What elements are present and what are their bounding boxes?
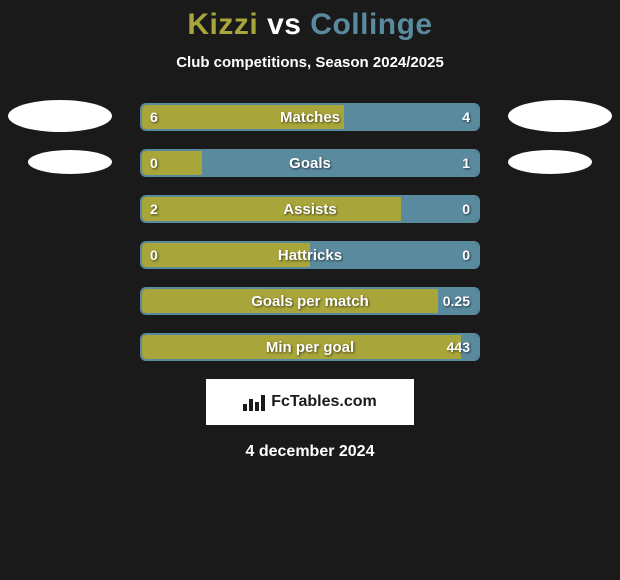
stat-value-player1: 6 bbox=[142, 105, 166, 129]
stat-value-player2: 1 bbox=[454, 151, 478, 175]
stat-row: Matches6 4 bbox=[0, 103, 620, 131]
stat-row: Hattricks0 0 bbox=[0, 241, 620, 269]
stat-value-player2: 0 bbox=[454, 197, 478, 221]
bar-track: Hattricks0 0 bbox=[140, 241, 480, 269]
stat-label: Goals per match bbox=[142, 289, 478, 313]
stat-value-player1: 0 bbox=[142, 243, 166, 267]
bars-icon bbox=[243, 393, 265, 411]
player2-avatar bbox=[508, 100, 612, 132]
stat-value-player2: 0 bbox=[454, 243, 478, 267]
bar-track: Goals0 1 bbox=[140, 149, 480, 177]
bar-track: Matches6 4 bbox=[140, 103, 480, 131]
date: 4 december 2024 bbox=[0, 443, 620, 461]
stat-value-player1: 2 bbox=[142, 197, 166, 221]
stat-value-player2: 0.25 bbox=[435, 289, 478, 313]
bar-track: Goals per match0.25 bbox=[140, 287, 480, 315]
brand-text: FcTables.com bbox=[271, 393, 377, 411]
comparison-card: Kizzi vs Collinge Club competitions, Sea… bbox=[0, 0, 620, 580]
vs-text: vs bbox=[267, 8, 301, 41]
subtitle: Club competitions, Season 2024/2025 bbox=[0, 54, 620, 71]
stat-label: Goals bbox=[142, 151, 478, 175]
stat-row: Assists2 0 bbox=[0, 195, 620, 223]
player2-avatar bbox=[508, 150, 592, 174]
stat-value-player2: 443 bbox=[439, 335, 478, 359]
page-title: Kizzi vs Collinge bbox=[0, 8, 620, 42]
stats-rows: Matches64Goals01Assists20Hattricks00Goal… bbox=[0, 103, 620, 361]
stat-value-player2: 4 bbox=[454, 105, 478, 129]
brand-badge[interactable]: FcTables.com bbox=[206, 379, 414, 425]
player1-avatar bbox=[28, 150, 112, 174]
player2-name: Collinge bbox=[310, 8, 432, 41]
player1-avatar bbox=[8, 100, 112, 132]
stat-value-player1: 0 bbox=[142, 151, 166, 175]
stat-label: Matches bbox=[142, 105, 478, 129]
stat-row: Goals per match0.25 bbox=[0, 287, 620, 315]
stat-label: Assists bbox=[142, 197, 478, 221]
player1-name: Kizzi bbox=[187, 8, 258, 41]
stat-label: Hattricks bbox=[142, 243, 478, 267]
stat-row: Min per goal443 bbox=[0, 333, 620, 361]
stat-row: Goals0 1 bbox=[0, 149, 620, 177]
stat-label: Min per goal bbox=[142, 335, 478, 359]
bar-track: Assists2 0 bbox=[140, 195, 480, 223]
bar-track: Min per goal443 bbox=[140, 333, 480, 361]
